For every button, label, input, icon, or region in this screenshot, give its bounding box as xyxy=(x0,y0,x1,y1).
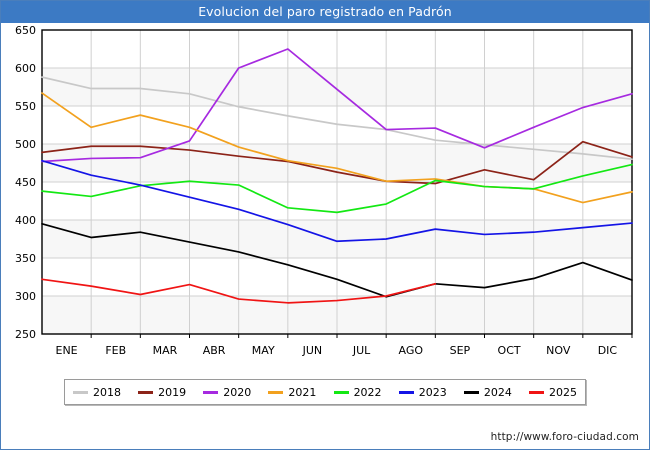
legend-color-swatch xyxy=(333,390,349,394)
legend-color-swatch xyxy=(138,390,154,394)
x-axis-tick-labels: ENE FEB MAR ABR MAY JUN JUL AGO SEP OCT NOV DIC xyxy=(56,344,618,357)
chart-legend: 2018 2019 2020 2021 2022 2023 2024 2025 xyxy=(64,379,586,405)
plot-border xyxy=(41,29,633,335)
legend-label: 2024 xyxy=(483,385,512,399)
y-tick-label: 600 xyxy=(15,62,36,75)
plot-frame xyxy=(41,29,633,335)
y-tick-label: 350 xyxy=(15,252,36,265)
x-tick-label: AGO xyxy=(398,344,423,357)
series-line-2020 xyxy=(41,48,633,163)
legend-label: 2020 xyxy=(223,385,252,399)
legend-color-swatch xyxy=(203,390,219,394)
x-tick-label: JUL xyxy=(352,344,371,357)
data-series-group xyxy=(41,48,633,304)
series-line-2019 xyxy=(41,140,633,185)
y-tick-label: 550 xyxy=(15,100,36,113)
legend-item-2020[interactable]: 2020 xyxy=(203,386,251,399)
legend-label: 2023 xyxy=(418,385,447,399)
legend-item-2019[interactable]: 2019 xyxy=(138,386,186,399)
legend-label: 2025 xyxy=(548,385,577,399)
x-tick-label: ABR xyxy=(203,344,226,357)
y-tick-label: 500 xyxy=(15,138,36,151)
y-tick-label: 450 xyxy=(15,176,36,189)
legend-label: 2019 xyxy=(158,385,187,399)
legend-item-2025[interactable]: 2025 xyxy=(528,385,577,399)
series-line-2018 xyxy=(41,76,633,161)
x-tick-label: NOV xyxy=(546,344,571,357)
y-tick-label: 650 xyxy=(15,24,36,37)
legend-label: 2022 xyxy=(353,385,382,399)
y-tick-label: 300 xyxy=(15,290,36,303)
chart-area: 250 300 350 400 450 500 550 600 650 ENE FEB MAR ABR… xyxy=(1,23,649,371)
legend-item-2023[interactable]: 2023 xyxy=(398,385,447,399)
x-tick-label: FEB xyxy=(105,344,126,357)
legend-color-swatch xyxy=(463,390,479,394)
window-title: Evolucion del paro registrado en Padrón xyxy=(1,1,649,23)
series-line-2025 xyxy=(41,278,437,304)
x-tick-label: ENE xyxy=(56,344,78,357)
legend-color-swatch xyxy=(73,390,88,394)
x-tick-label: SEP xyxy=(450,344,471,357)
x-tick-label: JUN xyxy=(302,344,323,357)
series-line-2023 xyxy=(41,159,633,243)
legend-color-swatch xyxy=(268,390,284,394)
legend-color-swatch xyxy=(398,390,414,394)
legend-label: 2018 xyxy=(93,385,121,399)
grid-lines xyxy=(42,30,633,338)
legend-item-2018[interactable]: 2018 xyxy=(73,386,121,399)
line-chart: 250 300 350 400 450 500 550 600 650 ENE FEB MAR ABR… xyxy=(15,24,633,357)
legend-item-2022[interactable]: 2022 xyxy=(333,385,382,399)
source-url: http://www.foro-ciudad.com xyxy=(490,431,639,443)
legend-item-2024[interactable]: 2024 xyxy=(463,385,512,399)
legend-label: 2021 xyxy=(288,385,317,399)
y-axis-tick-labels: 250 300 350 400 450 500 550 600 650 xyxy=(15,24,36,341)
x-tick-label: OCT xyxy=(498,344,521,357)
legend-color-swatch xyxy=(528,390,544,394)
series-line-2024 xyxy=(41,222,633,298)
legend-item-2021[interactable]: 2021 xyxy=(268,386,316,399)
x-tick-label: MAR xyxy=(153,344,178,357)
x-tick-label: DIC xyxy=(598,344,618,357)
x-tick-label: MAY xyxy=(252,344,275,357)
y-tick-label: 400 xyxy=(15,214,36,227)
y-tick-label: 250 xyxy=(15,328,36,341)
